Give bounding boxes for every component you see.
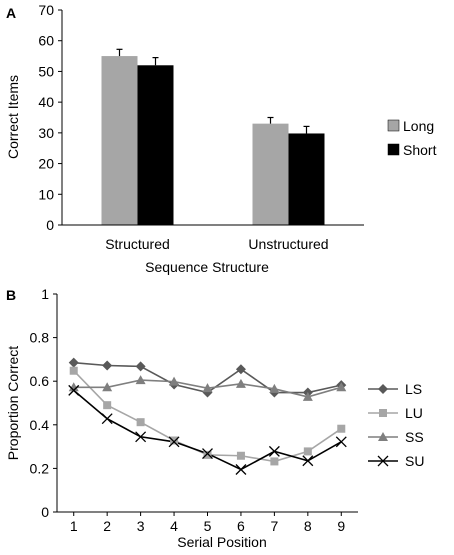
panel-b-point-su — [235, 464, 247, 475]
panel-b-point-su-stroke — [135, 431, 147, 443]
panel-b-point-ss — [269, 383, 280, 393]
panel-b-point-su-stroke — [235, 464, 247, 475]
panel-a-y-tick-label: 60 — [38, 33, 54, 49]
panel-a-bar — [101, 56, 138, 226]
panel-b-x-tick-label: 6 — [237, 518, 245, 534]
panel-a-y-tick-label: 20 — [38, 156, 54, 172]
panel-b-point-ls — [102, 360, 113, 371]
panel-b-point-su — [168, 436, 180, 448]
panel-a-bar — [137, 65, 174, 226]
panel-a-bar — [252, 123, 289, 225]
panel-a-y-tick-label: 0 — [46, 217, 54, 233]
panel-b-y-tick-label: 0 — [41, 504, 49, 520]
panel-b-point-su — [335, 436, 347, 448]
panel-b-x-tick-label: 1 — [70, 518, 78, 534]
panel-a-x-tick-label: Unstructured — [248, 236, 328, 252]
panel-b-point-lu — [303, 447, 312, 456]
panel-b-point-lu — [136, 418, 145, 427]
panel-a-legend-label: Long — [403, 118, 434, 134]
panel-b-x-tick-label: 7 — [270, 518, 278, 534]
panel-a-x-axis-title: Sequence Structure — [145, 259, 269, 275]
panel-b-x-tick-label: 8 — [304, 518, 312, 534]
panel-b-point-ss — [68, 382, 79, 392]
panel-b-x-tick-label: 5 — [204, 518, 212, 534]
panel-b-point-su-stroke — [302, 455, 314, 467]
panel-b-y-tick-label: 0.2 — [30, 460, 50, 476]
panel-b-line-chart: B Proportion Correct Serial Position 0 0.… — [5, 286, 424, 550]
panel-b-letter: B — [6, 287, 16, 303]
panel-a-legend-label: Short — [403, 142, 437, 158]
panel-b-legend-marker-ss — [378, 432, 388, 441]
panel-b-x-axis-title: Serial Position — [177, 534, 267, 550]
panel-b-point-ss — [302, 391, 313, 401]
panel-b-legend-label: LU — [405, 405, 423, 421]
panel-a-bar-chart: A Correct Items Sequence Structure 0 10 20… — [5, 2, 437, 275]
panel-b-point-ss — [336, 382, 347, 392]
panel-b-point-su — [101, 413, 113, 425]
panel-a-legend-swatch — [387, 143, 400, 156]
panel-b-point-su — [268, 445, 280, 457]
panel-b-point-su — [202, 448, 213, 460]
panel-b-point-lu — [203, 450, 212, 459]
panel-a-letter: A — [6, 5, 16, 21]
panel-b-point-ss — [202, 383, 213, 393]
panel-b-point-ls — [135, 361, 146, 372]
panel-b-point-ss — [102, 382, 113, 392]
panel-b-legend-label: SU — [405, 453, 424, 469]
panel-a-bar — [288, 133, 325, 225]
panel-a-y-tick-label: 70 — [38, 2, 54, 18]
panel-b-point-su-stroke — [202, 448, 213, 460]
panel-b-legend-marker-lu — [379, 409, 387, 417]
panel-a-legend-swatch — [387, 119, 400, 132]
panel-b-point-su — [68, 384, 80, 396]
panel-b-point-su-stroke — [335, 436, 347, 448]
panel-a-y-tick-label: 40 — [38, 94, 54, 110]
panel-a-y-tick-label: 10 — [38, 186, 54, 202]
panel-b-y-axis-title: Proportion Correct — [5, 346, 21, 460]
panel-b-point-lu — [270, 457, 279, 466]
panel-b-point-lu — [337, 424, 346, 433]
panel-b-point-ls — [68, 357, 79, 368]
panel-a-y-axis-title: Correct Items — [5, 75, 21, 159]
panel-b-point-su-stroke — [168, 436, 180, 448]
panel-b-point-ss — [169, 376, 180, 386]
panel-b-point-lu — [236, 451, 245, 460]
panel-a-y-tick-label: 50 — [38, 63, 54, 79]
panel-b-point-lu — [103, 401, 112, 410]
panel-b-legend-marker-su-stroke — [377, 455, 389, 467]
panel-b-point-su — [302, 455, 314, 467]
panel-b-y-tick-label: 1 — [41, 286, 49, 302]
panel-b-x-tick-label: 9 — [337, 518, 345, 534]
panel-b-point-ls — [235, 364, 246, 375]
panel-b-point-su — [135, 431, 147, 443]
panel-b-point-lu — [69, 366, 78, 375]
panel-b-point-su-stroke — [101, 413, 113, 425]
panel-b-point-ss — [135, 375, 146, 385]
panel-b-point-ss — [235, 378, 246, 388]
panel-b-legend-label: LS — [405, 381, 422, 397]
panel-b-legend-label: SS — [405, 429, 424, 445]
panel-b-x-tick-label: 3 — [137, 518, 145, 534]
panel-a-y-tick-label: 30 — [38, 125, 54, 141]
panel-b-y-tick-label: 0.4 — [30, 417, 50, 433]
panel-b-y-tick-label: 0.6 — [30, 373, 50, 389]
panel-b-point-su-stroke — [268, 445, 280, 457]
panel-b-x-tick-label: 4 — [170, 518, 178, 534]
panel-b-legend-marker-su — [377, 455, 389, 467]
panel-b-y-tick-label: 0.8 — [30, 330, 50, 346]
panel-b-point-lu — [170, 436, 179, 445]
panel-b-legend-marker-ls — [378, 384, 388, 394]
panel-b-x-tick-label: 2 — [103, 518, 111, 534]
panel-b-point-su-stroke — [68, 384, 80, 396]
panel-a-x-tick-label: Structured — [105, 236, 170, 252]
